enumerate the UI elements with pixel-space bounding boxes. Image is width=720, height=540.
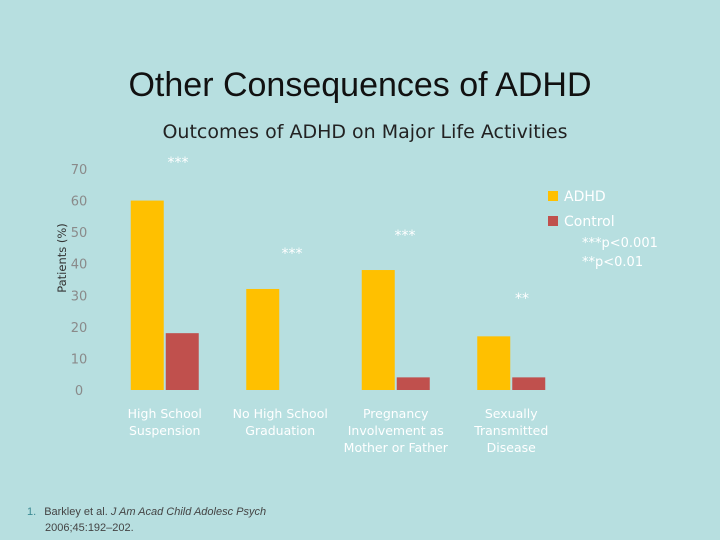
y-tick-label: 0 xyxy=(75,384,83,399)
footnote-citation: 2006;45:192–202. xyxy=(45,522,134,534)
bars xyxy=(130,200,546,390)
significance-marker: *** xyxy=(282,246,303,262)
category-label-line: Transmitted xyxy=(473,423,548,438)
category-label: Pregnancy Involvement as Mother or Father xyxy=(344,406,449,455)
significance-marker: *** xyxy=(168,155,189,171)
y-axis-ticks: 0 10 20 30 40 50 60 70 xyxy=(71,163,88,399)
legend: ADHD Control xyxy=(548,189,615,230)
legend-swatch-control xyxy=(548,216,558,226)
p-value-note: ***p<0.001 xyxy=(582,236,658,251)
category-label-line: Involvement as xyxy=(348,423,444,438)
y-tick-label: 60 xyxy=(71,195,88,210)
y-tick-label: 30 xyxy=(71,289,88,304)
category-label-line: Graduation xyxy=(245,423,315,438)
y-tick-label: 10 xyxy=(71,352,88,367)
category-label-line: No High School xyxy=(233,406,328,421)
significance-labels: *********** xyxy=(168,155,530,307)
bar-control xyxy=(396,377,430,390)
category-label: High School Suspension xyxy=(128,406,202,438)
bar-control xyxy=(165,333,199,390)
footnote-journal: J Am Acad Child Adolesc Psych xyxy=(110,506,267,518)
footnote: 1. Barkley et al. J Am Acad Child Adolesc… xyxy=(27,504,266,536)
slide-title: Other Consequences of ADHD xyxy=(128,66,592,104)
significance-marker: ** xyxy=(515,291,529,307)
legend-label-control: Control xyxy=(564,214,615,230)
significance-notes: ***p<0.001 **p<0.01 xyxy=(582,236,658,270)
category-labels: High School Suspension No High School Gradu… xyxy=(128,406,549,455)
y-tick-label: 40 xyxy=(71,258,88,273)
p-value-note: **p<0.01 xyxy=(582,255,643,270)
footnote-number: 1. xyxy=(27,506,37,518)
y-tick-label: 70 xyxy=(71,163,88,178)
y-tick-label: 50 xyxy=(71,226,88,241)
footnote-authors: Barkley et al. xyxy=(44,506,111,518)
bar-adhd xyxy=(361,270,395,390)
bar-adhd xyxy=(477,336,511,390)
category-label-line: Sexually xyxy=(485,406,538,421)
category-label-line: Pregnancy xyxy=(363,406,429,421)
category-label-line: Suspension xyxy=(129,423,200,438)
category-label: Sexually Transmitted Disease xyxy=(473,406,548,455)
category-label-line: Mother or Father xyxy=(344,440,449,455)
bar-control xyxy=(512,377,546,390)
legend-label-adhd: ADHD xyxy=(564,189,606,205)
y-axis-label: Patients (%) xyxy=(55,223,69,293)
significance-marker: *** xyxy=(395,228,416,244)
category-label-line: High School xyxy=(128,406,202,421)
chart-title: Outcomes of ADHD on Major Life Activitie… xyxy=(162,121,568,143)
bar-adhd xyxy=(130,200,164,390)
legend-swatch-adhd xyxy=(548,191,558,201)
category-label: No High School Graduation xyxy=(233,406,328,438)
y-tick-label: 20 xyxy=(71,321,88,336)
category-label-line: Disease xyxy=(487,440,536,455)
bar-adhd xyxy=(246,288,280,390)
